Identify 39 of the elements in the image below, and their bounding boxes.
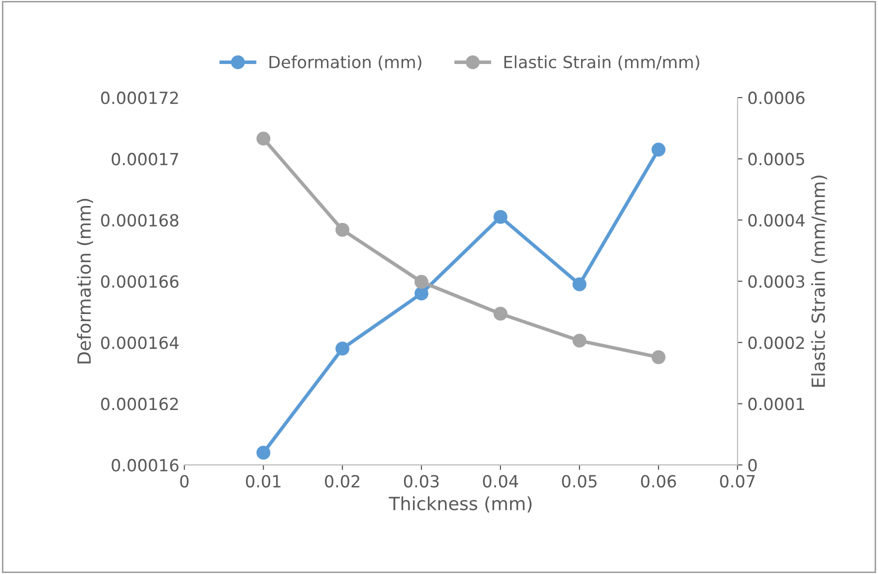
y2-tick-label: 0.0006 xyxy=(748,92,805,104)
y-tick-label: 0.00016 xyxy=(112,458,178,472)
y2-tick-label: 0.0005 xyxy=(748,152,804,166)
y-tick-label: 0.000172 xyxy=(101,92,178,104)
y2-tick-label: 0.0001 xyxy=(748,398,804,410)
y-tick-label: 0.000166 xyxy=(101,275,178,288)
y-tick-label: 0.000164 xyxy=(101,336,179,350)
point xyxy=(572,277,586,292)
x-tick-label: 0.01 xyxy=(246,474,280,488)
x-tick-label: 0 xyxy=(180,474,189,488)
y-tick-label: 0.000162 xyxy=(101,398,178,410)
point xyxy=(414,274,428,289)
legend-label: Deformation (mm) xyxy=(270,55,422,70)
x-axis-title: Thickness (mm) xyxy=(388,496,532,512)
x-tick-label: 0.06 xyxy=(641,474,676,488)
point xyxy=(335,222,350,237)
y2-tick-label: 0.0003 xyxy=(748,275,804,288)
x-tick-label: 0.02 xyxy=(324,474,360,488)
point xyxy=(494,210,508,224)
point xyxy=(256,446,270,460)
y2-axis-title: Elastic Strain (mm/mm) xyxy=(811,176,828,387)
point xyxy=(572,334,586,348)
x-tick-label: 0.04 xyxy=(483,474,518,488)
y-tick-label: 0.000168 xyxy=(101,214,178,227)
point xyxy=(256,132,270,146)
point xyxy=(652,350,666,364)
legend-label: Elastic Strain (mm/mm) xyxy=(504,55,700,70)
x-tick-label: 0.03 xyxy=(404,474,439,488)
y-tick-label: 0.00017 xyxy=(112,152,178,166)
x-tick-label: 0.07 xyxy=(720,474,755,488)
point xyxy=(335,342,350,356)
y2-tick-label: 0.0002 xyxy=(748,336,804,350)
y2-tick-label: 0.0004 xyxy=(748,214,805,227)
point xyxy=(494,306,508,321)
point xyxy=(652,142,666,157)
y-axis-title: Deformation (mm) xyxy=(76,198,94,364)
point xyxy=(414,286,428,300)
x-tick-label: 0.05 xyxy=(562,474,597,488)
y2-tick-label: 0 xyxy=(748,458,757,472)
